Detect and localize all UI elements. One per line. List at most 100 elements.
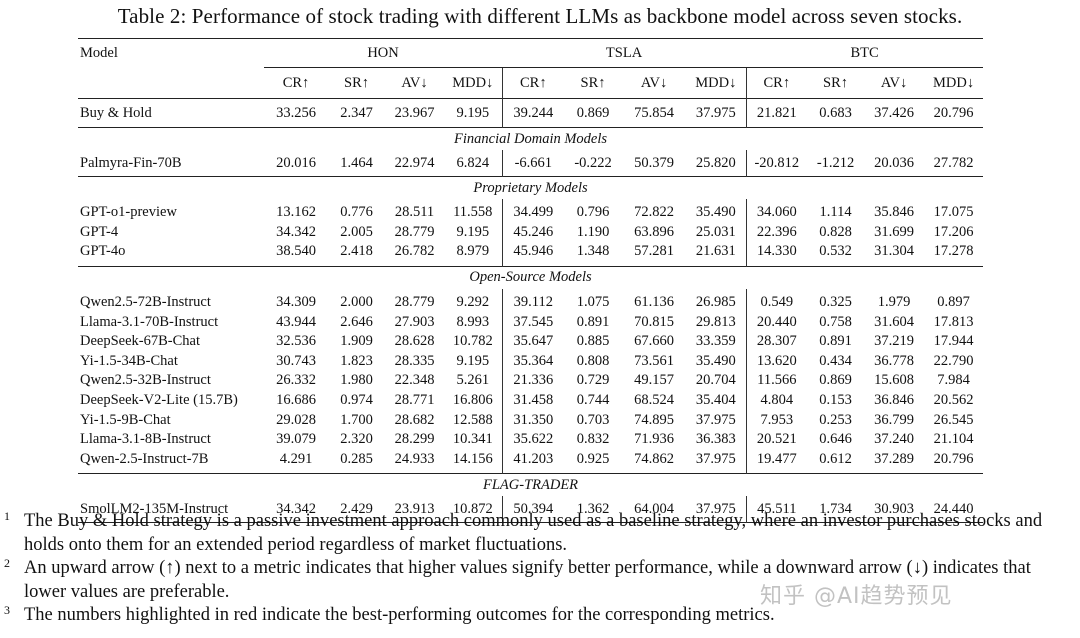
value-cell: 9.195 <box>456 352 490 369</box>
footnote-text: The Buy & Hold strategy is a passive inv… <box>24 511 1043 555</box>
value-cell: 0.974 <box>340 392 373 409</box>
value-cell: 2.320 <box>340 431 373 448</box>
value-cell: 39.244 <box>501 98 565 128</box>
value-cell: 45.946 <box>501 242 565 267</box>
value-cell: 21.104 <box>933 431 974 448</box>
value-cell: 20.562 <box>933 392 974 409</box>
value-cell: 49.157 <box>634 372 674 389</box>
value-cell: 0.796 <box>576 204 610 221</box>
value-cell: 6.824 <box>456 154 490 171</box>
value-cell: 21.336 <box>501 371 565 391</box>
value-cell: 21.631 <box>695 243 736 260</box>
value-cell: 1.823 <box>340 352 373 369</box>
value-cell: 28.779 <box>394 223 435 240</box>
table-row: GPT-o1-preview 13.162 0.776 28.511 11.558 34.… <box>78 199 983 223</box>
value-cell: 33.359 <box>695 333 736 350</box>
value-cell: 0.776 <box>340 204 373 221</box>
model-name-cell: Llama-3.1-70B-Instruct <box>80 313 219 330</box>
value-cell: 20.521 <box>745 429 808 450</box>
value-cell: 31.458 <box>501 390 565 411</box>
value-cell: 17.206 <box>933 223 974 240</box>
value-cell: 9.195 <box>456 104 490 121</box>
metric-header: SR↑ <box>823 74 849 91</box>
value-cell: 0.549 <box>745 288 808 313</box>
value-cell: 34.342 <box>276 223 316 240</box>
footnote-mark: 2 <box>4 556 10 570</box>
value-cell: 16.686 <box>276 392 316 409</box>
metric-header: CR↑ <box>745 67 808 99</box>
value-cell: 36.383 <box>695 431 736 448</box>
metric-header: AV↓ <box>880 74 908 91</box>
value-cell: 37.975 <box>695 104 736 121</box>
section-header-row: Financial Domain Models <box>78 127 984 151</box>
value-cell: 1.909 <box>340 333 373 350</box>
value-cell: 39.079 <box>276 431 316 448</box>
group-header-tsla: TSLA <box>502 38 747 68</box>
metric-header: MDD↓ <box>452 74 494 91</box>
value-cell: 1.979 <box>877 294 911 311</box>
value-cell: 0.434 <box>819 352 852 369</box>
model-name-cell: Yi-1.5-34B-Chat <box>80 352 178 369</box>
value-cell: 31.304 <box>874 243 914 260</box>
metric-header: CR↑ <box>282 74 310 91</box>
value-cell: 74.862 <box>634 450 674 467</box>
value-cell: 0.532 <box>819 243 852 260</box>
value-cell: 1.114 <box>819 204 852 221</box>
value-cell: 34.499 <box>501 199 565 223</box>
value-cell: 37.219 <box>874 333 914 350</box>
value-cell: -6.661 <box>501 150 565 177</box>
table-row: GPT-4 34.342 2.005 28.779 9.195 45.246 1.190 63… <box>78 222 983 243</box>
value-cell: 2.347 <box>340 104 373 121</box>
value-cell: 0.891 <box>819 333 852 350</box>
value-cell: 28.299 <box>394 431 435 448</box>
value-cell: 13.620 <box>745 351 808 372</box>
value-cell: 35.647 <box>501 331 565 352</box>
value-cell: 5.261 <box>456 372 490 389</box>
model-name-cell: GPT-4 <box>80 223 119 240</box>
model-name-cell: Yi-1.5-9B-Chat <box>80 411 171 428</box>
value-cell: 67.660 <box>634 333 674 350</box>
table-row: DeepSeek-67B-Chat 32.536 1.909 28.628 10.782… <box>78 331 983 352</box>
value-cell: 0.832 <box>576 431 610 448</box>
value-cell: 38.540 <box>276 243 316 260</box>
value-cell: 2.418 <box>340 243 373 260</box>
value-cell: 43.944 <box>276 313 316 330</box>
value-cell: -1.212 <box>816 154 855 171</box>
value-cell: 1.362 <box>576 500 610 517</box>
value-cell: 71.936 <box>634 431 674 448</box>
value-cell: 36.778 <box>874 352 914 369</box>
value-cell: 73.561 <box>634 352 674 369</box>
value-cell: 11.566 <box>745 371 808 391</box>
metric-header: MDD↓ <box>933 74 975 91</box>
value-cell: 29.028 <box>276 411 316 428</box>
footnote-mark: 1 <box>4 509 10 523</box>
value-cell: 23.913 <box>394 500 435 517</box>
value-cell: 57.281 <box>634 243 674 260</box>
value-cell: 0.683 <box>819 104 852 121</box>
value-cell: 70.815 <box>634 313 674 330</box>
value-cell: 14.330 <box>745 242 808 267</box>
value-cell: 74.895 <box>634 411 674 428</box>
model-name-cell: Palmyra-Fin-70B <box>80 154 182 171</box>
value-cell: 0.285 <box>340 450 373 467</box>
value-cell: 1.075 <box>576 294 610 311</box>
model-column-header: Model <box>80 44 118 61</box>
value-cell: 29.813 <box>695 313 736 330</box>
value-cell: 28.511 <box>394 204 435 221</box>
value-cell: 1.348 <box>576 243 610 260</box>
value-cell: 19.477 <box>745 449 808 474</box>
value-cell: 35.846 <box>874 204 914 221</box>
value-cell: 20.440 <box>745 312 808 332</box>
value-cell: 68.524 <box>634 392 674 409</box>
performance-table: Model HON TSLA BTC CR↑ SR↑ AV↓ MDD↓ CR↑ … <box>78 38 984 523</box>
footnote: 2 An upward arrow (↑) next to a metric in… <box>0 556 1060 604</box>
value-cell: 0.758 <box>819 313 852 330</box>
value-cell: 23.967 <box>394 104 435 121</box>
value-cell: 37.975 <box>695 450 736 467</box>
value-cell: 21.821 <box>745 98 808 128</box>
value-cell: 26.332 <box>276 372 316 389</box>
value-cell: 2.646 <box>340 313 373 330</box>
table-row: Qwen-2.5-Instruct-7B 4.291 0.285 24.933 14.1… <box>78 449 983 474</box>
value-cell: 30.743 <box>276 352 316 369</box>
table-row: Palmyra-Fin-70B 20.016 1.464 22.974 6.824 -6.… <box>78 150 983 177</box>
